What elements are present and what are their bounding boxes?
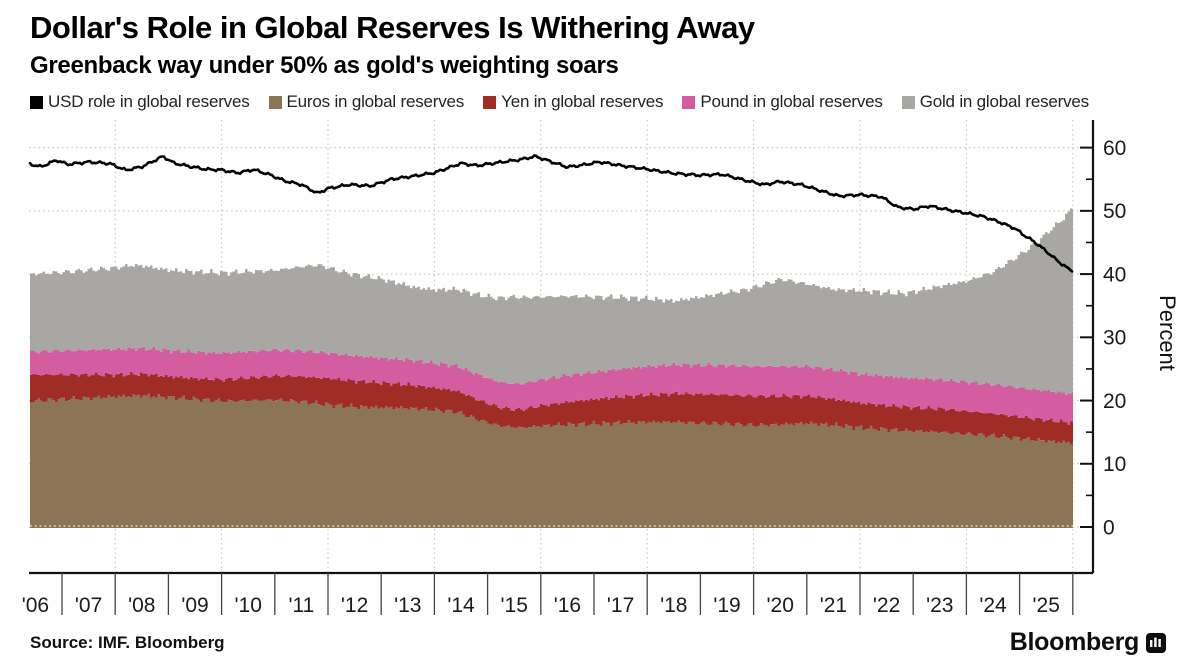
y-axis-title: Percent bbox=[1155, 295, 1180, 371]
y-tick-label-60: 60 bbox=[1103, 137, 1126, 160]
legend-swatch-gold bbox=[901, 95, 915, 109]
legend-swatch-euros bbox=[268, 95, 282, 109]
legend-swatch-pound bbox=[682, 95, 696, 109]
x-tick-label-19: '19 bbox=[713, 594, 740, 617]
x-tick-label-18: '18 bbox=[660, 594, 687, 617]
legend-swatch-usd bbox=[30, 95, 43, 109]
x-tick-label-09: '09 bbox=[181, 594, 208, 617]
y-tick-label-40: 40 bbox=[1103, 263, 1126, 286]
legend-label-gold: Gold in global reserves bbox=[919, 92, 1089, 111]
page-subtitle: Greenback way under 50% as gold's weight… bbox=[30, 52, 619, 79]
legend-item-euros: Euros in global reserves bbox=[268, 92, 465, 112]
y-tick-label-10: 10 bbox=[1103, 453, 1126, 476]
legend-label-yen: Yen in global reserves bbox=[501, 92, 664, 111]
legend-label-usd: USD role in global reserves bbox=[48, 92, 250, 111]
x-tick-label-17: '17 bbox=[607, 594, 634, 617]
x-tick-label-07: '07 bbox=[75, 594, 102, 617]
x-tick-label-20: '20 bbox=[767, 594, 794, 617]
stacked-area-chart: 0 10 20 30 40 50 60 Percent '06 '07 '08 '09 '10 '11 '1… bbox=[22, 120, 1180, 617]
legend-item-yen: Yen in global reserves bbox=[483, 92, 664, 112]
bloomberg-terminal-icon bbox=[1146, 632, 1166, 653]
bloomberg-brand: Bloomberg bbox=[1010, 628, 1166, 657]
x-tick-label-22: '22 bbox=[873, 594, 900, 617]
x-tick-label-10: '10 bbox=[235, 594, 262, 617]
x-tick-label-24: '24 bbox=[979, 594, 1007, 617]
y-tick-label-20: 20 bbox=[1103, 390, 1126, 413]
x-tick-label-14: '14 bbox=[447, 594, 475, 617]
y-tick-label-30: 30 bbox=[1103, 327, 1126, 350]
legend-swatch-yen bbox=[483, 95, 497, 109]
legend-label-euros: Euros in global reserves bbox=[286, 92, 465, 111]
x-tick-label-21: '21 bbox=[820, 594, 847, 617]
page-title: Dollar's Role in Global Reserves Is With… bbox=[30, 10, 755, 45]
x-tick-label-16: '16 bbox=[554, 594, 581, 617]
chart-area: 0 10 20 30 40 50 60 Percent '06 '07 '08 '09 '10 '11 '1… bbox=[0, 115, 1194, 635]
y-tick-label-50: 50 bbox=[1103, 200, 1126, 223]
x-tick-label-06: '06 bbox=[22, 594, 49, 617]
area-gold bbox=[30, 208, 1073, 395]
x-tick-label-13: '13 bbox=[394, 594, 421, 617]
x-tick-label-08: '08 bbox=[128, 594, 155, 617]
legend-item-pound: Pound in global reserves bbox=[682, 92, 883, 112]
usd-line bbox=[28, 154, 1074, 273]
x-tick-label-12: '12 bbox=[341, 594, 368, 617]
x-tick-label-15: '15 bbox=[501, 594, 528, 617]
legend-item-usd: USD role in global reserves bbox=[30, 92, 250, 112]
legend-label-pound: Pound in global reserves bbox=[700, 92, 883, 111]
area-euros bbox=[30, 393, 1073, 528]
x-tick-label-11: '11 bbox=[288, 594, 314, 617]
chart-legend: USD role in global reserves Euros in glob… bbox=[30, 92, 1089, 112]
y-tick-label-0: 0 bbox=[1103, 516, 1115, 539]
x-tick-label-25: '25 bbox=[1033, 594, 1060, 617]
x-tick-label-23: '23 bbox=[926, 594, 953, 617]
area-pound bbox=[30, 346, 1073, 425]
source-note: Source: IMF. Bloomberg bbox=[30, 633, 225, 652]
legend-item-gold: Gold in global reserves bbox=[901, 92, 1089, 112]
area-yen bbox=[30, 371, 1073, 445]
bloomberg-wordmark: Bloomberg bbox=[1009, 628, 1140, 656]
